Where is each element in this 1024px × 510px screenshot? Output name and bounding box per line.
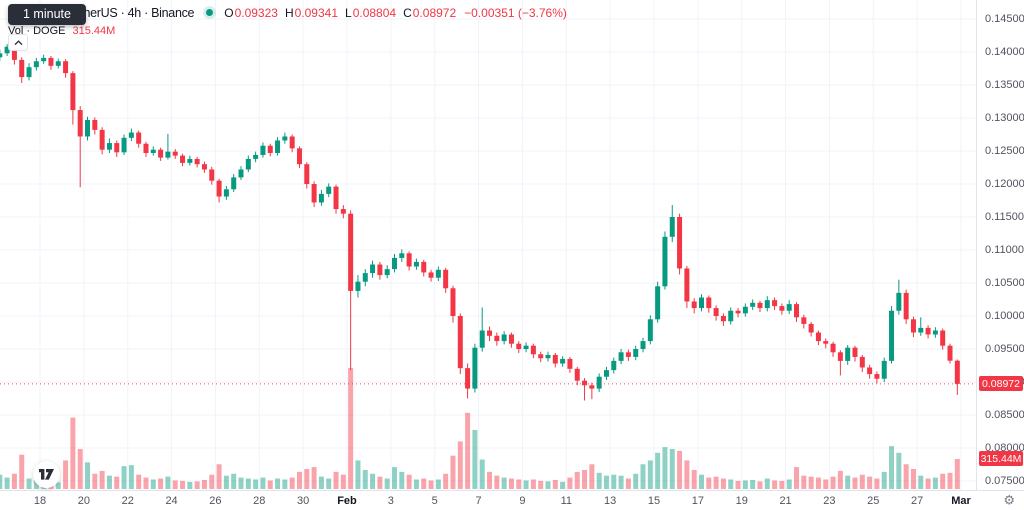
chart-legend: Dogecoin / TetherUS · 4h · Binance O 0.09…: [8, 3, 567, 38]
time-axis-label: 7: [475, 494, 482, 507]
time-axis-label: 30: [297, 494, 310, 507]
low-value: 0.08804: [352, 5, 397, 20]
close-value: 0.08972: [412, 5, 457, 20]
current-volume-badge: 315.44M: [979, 451, 1023, 467]
price-axis-label: 0.07500: [985, 475, 1024, 487]
price-axis-label: 0.12500: [985, 145, 1024, 157]
price-axis-label: 0.08500: [985, 409, 1024, 421]
time-axis-label: 3: [387, 494, 394, 507]
open-label: O: [224, 5, 234, 20]
time-axis-label: Feb: [337, 494, 357, 507]
price-axis-label: 0.13500: [985, 79, 1024, 91]
time-axis-label: 23: [823, 494, 836, 507]
price-axis-label: 0.12000: [985, 178, 1024, 190]
ohlc-values: O 0.09323 H 0.09341 L 0.08804 C 0.08972: [224, 6, 456, 20]
chevron-up-icon: [14, 39, 22, 45]
close-label: C: [403, 5, 412, 20]
time-axis-label: 19: [735, 494, 748, 507]
interval-tooltip: 1 minute: [8, 4, 86, 25]
price-axis-label: 0.13000: [985, 112, 1024, 124]
time-axis-label: 13: [604, 494, 617, 507]
price-axis-label: 0.11000: [985, 244, 1024, 256]
open-value: 0.09323: [234, 5, 278, 20]
price-axis-label: 0.08000: [985, 442, 1024, 454]
current-price-badge: 0.08972: [979, 376, 1023, 392]
price-axis-label: 0.14500: [985, 13, 1024, 25]
time-axis-label: 18: [33, 494, 47, 507]
time-axis-label: 22: [121, 494, 134, 507]
time-axis-label: Mar: [951, 494, 971, 507]
price-axis-label: 0.10000: [985, 310, 1024, 322]
time-axis-label: 21: [779, 494, 792, 507]
time-axis[interactable]: ⚙ 18 20 22 24 26 28 30 Feb 3 5 7 9 11 13 15 17 19 21 23 25 2…: [0, 490, 1024, 510]
low-label: L: [345, 5, 352, 20]
candlestick-chart[interactable]: [0, 0, 976, 490]
tradingview-logo-icon: [39, 469, 54, 480]
tradingview-logo[interactable]: [33, 461, 60, 488]
time-axis-label: 15: [647, 494, 661, 507]
high-value: 0.09341: [294, 5, 339, 20]
price-axis-label: 0.11500: [985, 211, 1024, 223]
time-axis-label: 27: [911, 494, 924, 507]
collapse-legend-button[interactable]: [8, 34, 28, 51]
time-axis-label: 20: [77, 494, 90, 507]
legend-symbol-row: Dogecoin / TetherUS · 4h · Binance O 0.09…: [8, 3, 567, 22]
gear-icon[interactable]: ⚙: [1003, 493, 1015, 508]
high-label: H: [284, 5, 294, 20]
price-axis[interactable]: 0.08972 315.44M 0.14500 0.14000 0.13500 0.1…: [976, 0, 1024, 490]
time-axis-label: 24: [165, 494, 178, 507]
time-axis-label: 5: [431, 494, 438, 507]
time-axis-label: 11: [560, 494, 572, 507]
time-axis-label: 25: [867, 494, 880, 507]
legend-volume-row: Vol · DOGE 315.44M: [8, 24, 567, 38]
time-axis-label: 17: [691, 494, 704, 507]
price-axis-label: 0.14000: [985, 46, 1024, 58]
time-axis-label: 26: [209, 494, 222, 507]
time-axis-label: 28: [253, 494, 266, 507]
market-status-dot[interactable]: [206, 9, 214, 16]
price-axis-label: 0.09500: [985, 343, 1024, 355]
price-axis-label: 0.10500: [985, 277, 1024, 289]
volume-value: 315.44M: [72, 25, 116, 37]
change-value: −0.00351 (−3.76%): [464, 5, 567, 20]
time-axis-label: 9: [519, 494, 526, 507]
